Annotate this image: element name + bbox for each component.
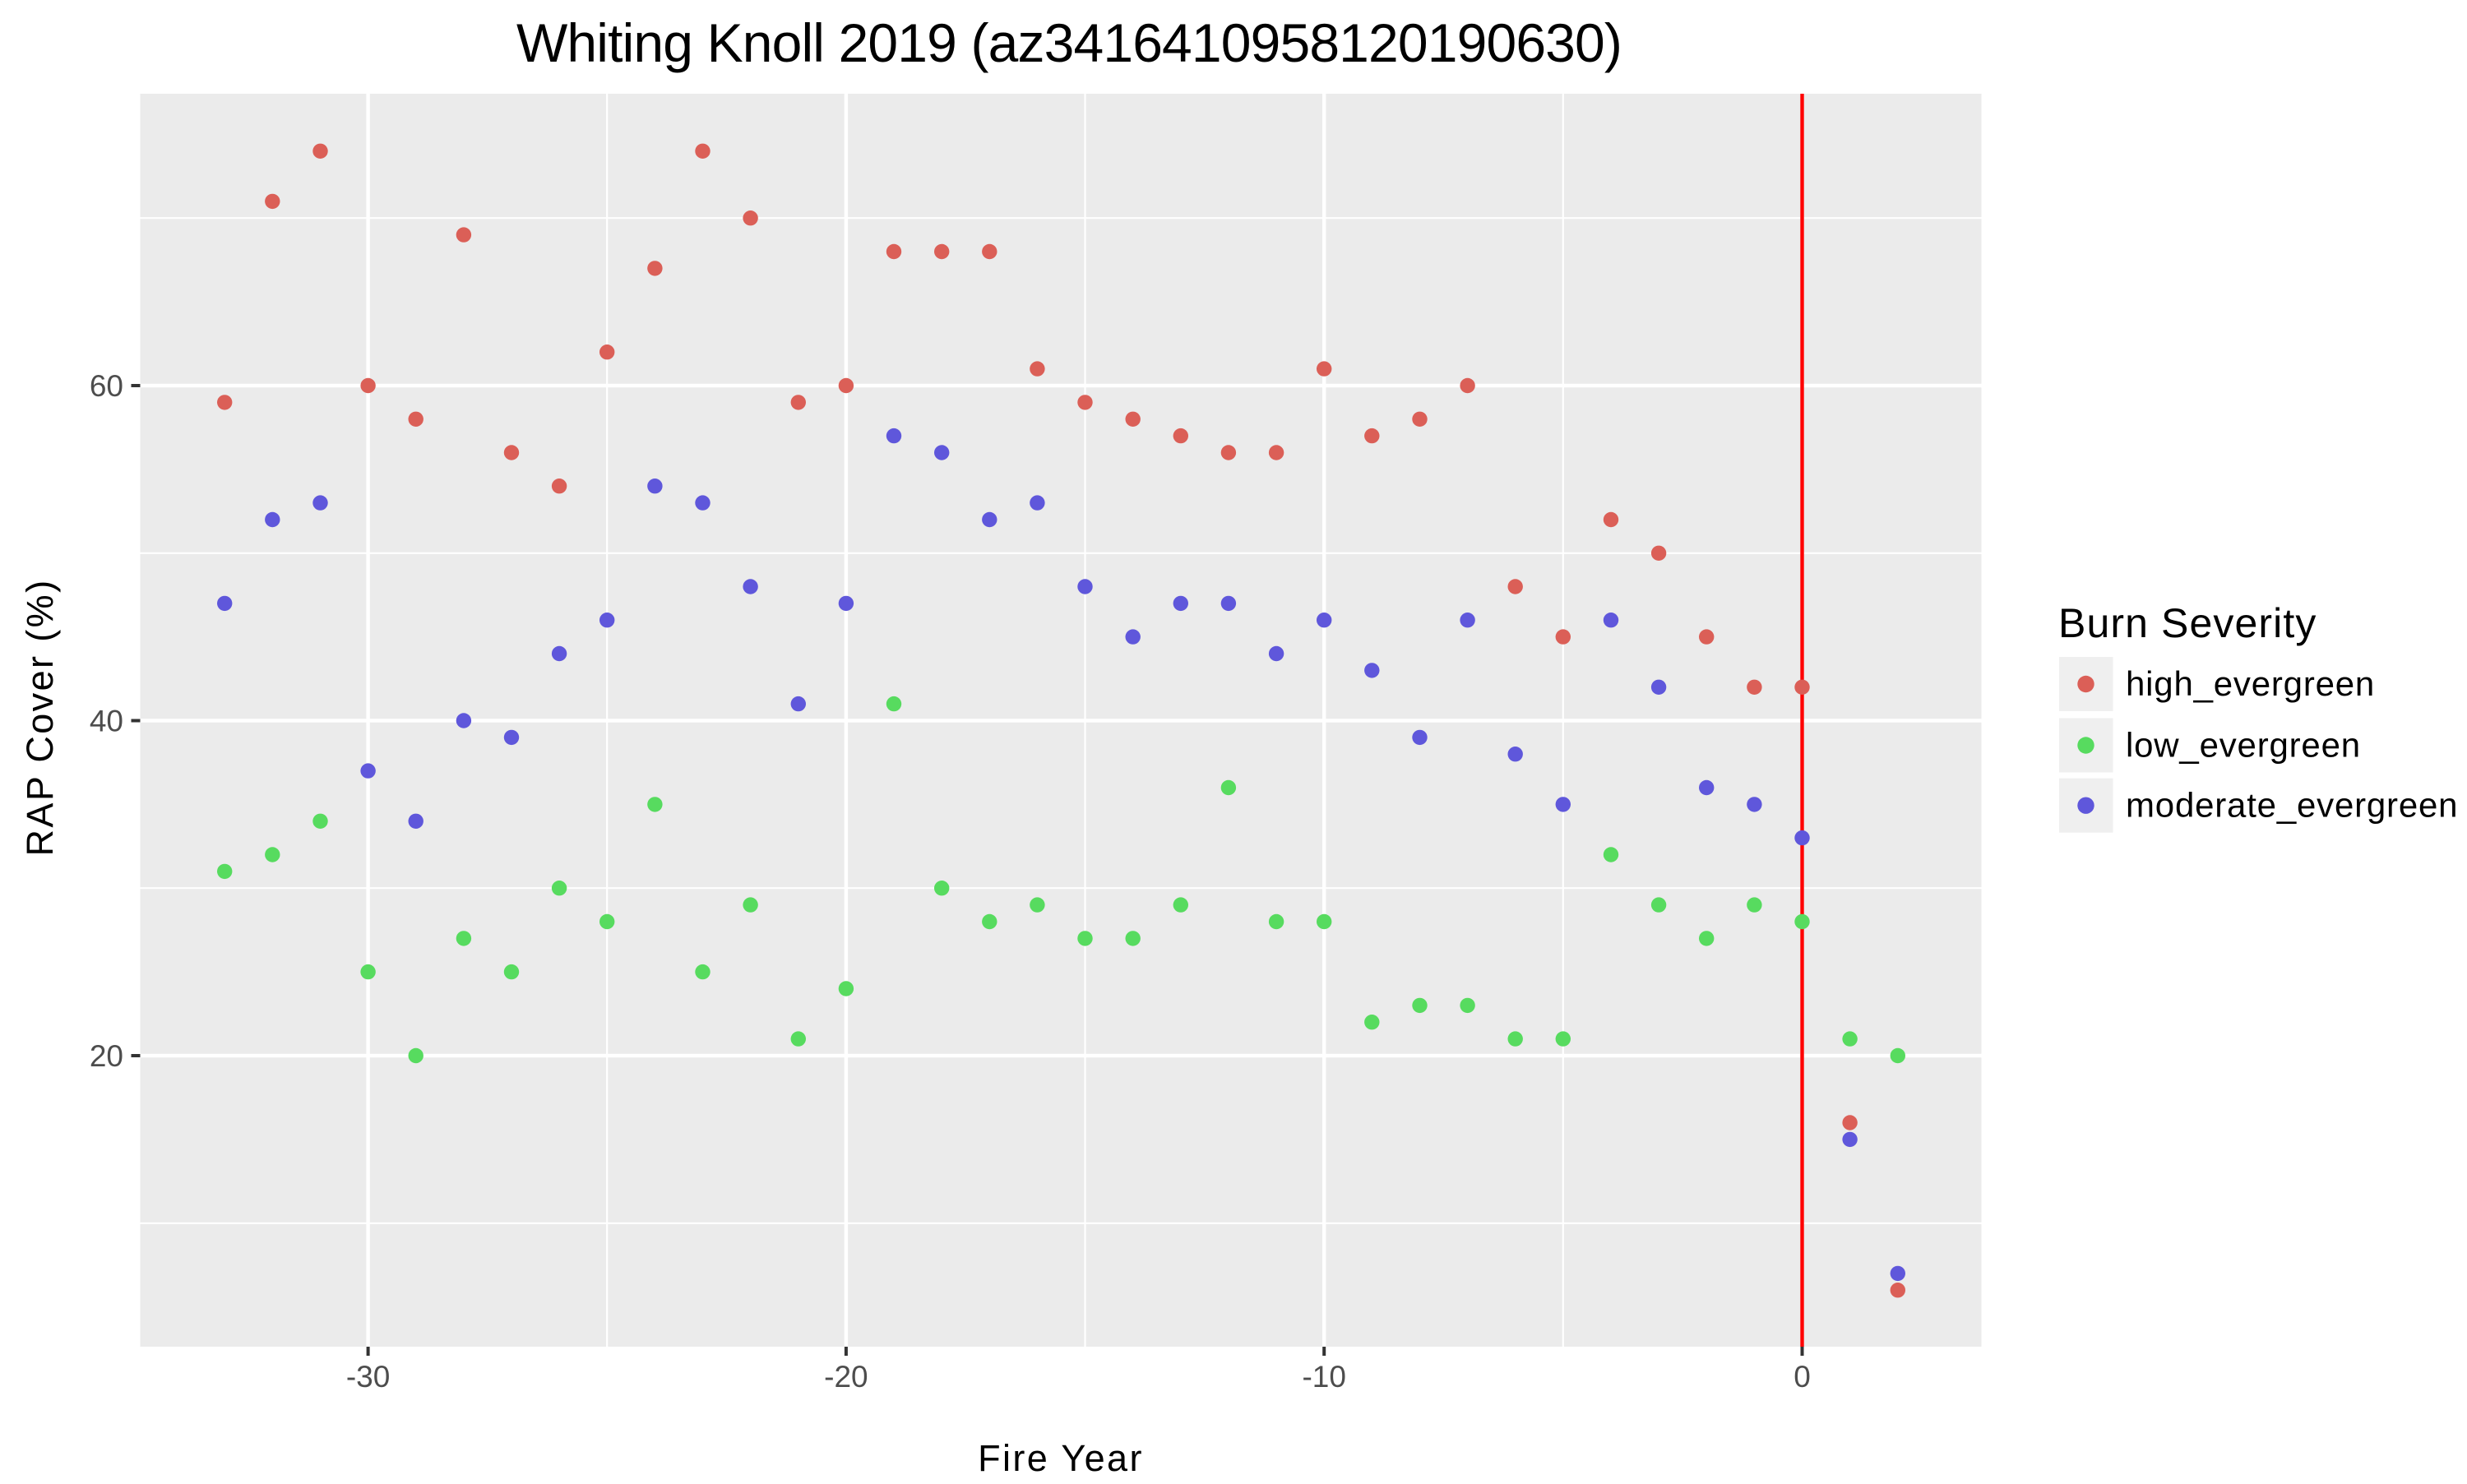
svg-text:Whiting Knoll 2019 (az34164109: Whiting Knoll 2019 (az341641095812019063…: [516, 12, 1622, 73]
svg-text:-20: -20: [824, 1360, 868, 1394]
svg-text:moderate_evergreen: moderate_evergreen: [2126, 786, 2458, 825]
svg-text:-30: -30: [346, 1360, 390, 1394]
svg-text:0: 0: [1794, 1360, 1811, 1394]
svg-text:high_evergreen: high_evergreen: [2126, 664, 2375, 703]
svg-text:-10: -10: [1302, 1360, 1345, 1394]
svg-text:Burn Severity: Burn Severity: [2058, 600, 2317, 646]
svg-text:20: 20: [90, 1039, 123, 1073]
svg-text:40: 40: [90, 705, 123, 738]
svg-text:RAP Cover (%): RAP Cover (%): [19, 579, 61, 857]
svg-text:60: 60: [90, 369, 123, 403]
svg-text:Fire Year: Fire Year: [978, 1437, 1144, 1479]
svg-text:low_evergreen: low_evergreen: [2126, 726, 2361, 765]
